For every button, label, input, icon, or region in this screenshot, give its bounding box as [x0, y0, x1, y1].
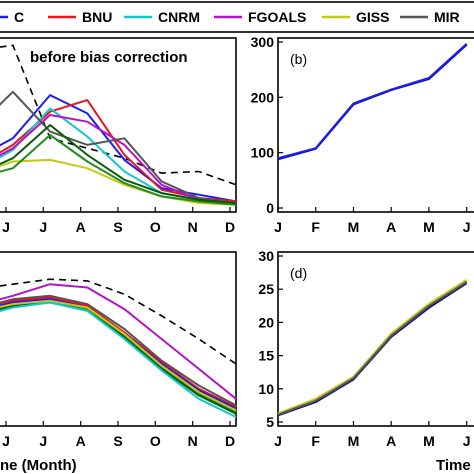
legend-label-c: C: [14, 9, 24, 25]
panel-a-series-c: [0, 94, 237, 203]
panel-b-ytick: 100: [251, 145, 275, 161]
panel-b-xtick: A: [386, 219, 396, 235]
panel-c-xtick: N: [188, 433, 198, 449]
panel-a-series-mir: [0, 90, 237, 206]
panel-a-annotation: before bias correction: [30, 49, 188, 66]
panel-a-xtick: J: [2, 219, 10, 235]
panel-d-ytick: 10: [258, 381, 274, 397]
panel-d-ytick: 25: [258, 281, 274, 297]
panel-c-series-bnu: [0, 296, 237, 408]
panel-c-series-darkgreen: [0, 301, 237, 415]
panel-d-ytick: 30: [258, 248, 274, 264]
panel-a-frame: [0, 37, 237, 213]
panel-d-xtick: M: [348, 433, 360, 449]
panel-d-xtick: J: [463, 433, 471, 449]
panel-c-series-giss: [0, 299, 237, 412]
legend-label-cnrm: CNRM: [158, 9, 200, 25]
panel-a-series-fgoals: [0, 114, 237, 206]
panel-d-xtick: F: [311, 433, 320, 449]
panel-a-xtick: D: [225, 219, 235, 235]
panel-c-series-obs: [0, 278, 237, 365]
panel-b-ytick: 0: [266, 200, 274, 216]
panel-d-ytick: 5: [266, 414, 274, 430]
panel-d-ytick: 15: [258, 348, 274, 364]
legend-label-bnu: BNU: [82, 9, 112, 25]
panel-d-series-mir: [277, 281, 468, 416]
panel-b-xtick: M: [423, 219, 435, 235]
panel-a-series-giss: [0, 158, 237, 206]
panel-a-xtick: O: [150, 219, 161, 235]
legend: C BNU CNRM FGOALS GISS MIR: [0, 1, 474, 33]
panel-d-xlabel: Time: [436, 457, 471, 474]
panel-a-xtick: N: [188, 219, 198, 235]
panel-a-series-green: [0, 134, 237, 206]
panel-c-xtick: S: [113, 433, 122, 449]
panel-c-series-fgoals: [0, 283, 237, 400]
panel-d-xtick: J: [274, 433, 282, 449]
panel-d-label: (d): [290, 265, 307, 281]
panel-c-xtick: O: [150, 433, 161, 449]
panel-b-xtick: M: [348, 219, 360, 235]
panel-c-xlabel: ne (Month): [0, 457, 77, 474]
panel-d-frame: [277, 251, 474, 427]
legend-label-giss: GISS: [356, 9, 389, 25]
panel-d-ytick: 20: [258, 314, 274, 330]
legend-label-mir: MIR: [434, 9, 460, 25]
panel-b-xtick: F: [311, 219, 320, 235]
panel-d-series-darkblue: [277, 282, 468, 417]
panel-c-xtick: J: [2, 433, 10, 449]
panel-c-xtick: D: [225, 433, 235, 449]
panel-d-series-giss: [277, 279, 468, 415]
panel-b-xtick: J: [274, 219, 282, 235]
panel-c-series-mir: [0, 294, 237, 407]
panel-c-frame: [0, 251, 237, 427]
panel-a-xtick: A: [76, 219, 86, 235]
panel-b-ytick: 200: [251, 89, 275, 105]
panel-c-xtick: A: [76, 433, 86, 449]
panel-b-frame: [277, 37, 474, 213]
legend-label-fgoals: FGOALS: [248, 9, 306, 25]
panel-b-label: (b): [290, 51, 307, 67]
panel-a-series-darkgreen: [0, 124, 237, 204]
panel-d-xtick: M: [423, 433, 435, 449]
panel-c-series-cnrm: [0, 301, 237, 418]
panel-b-xtick: J: [463, 219, 471, 235]
panel-b-series-c: [277, 42, 468, 160]
panel-c-xtick: J: [39, 433, 47, 449]
panel-a-xtick: J: [39, 219, 47, 235]
panel-d-xtick: A: [386, 433, 396, 449]
panel-a-xtick: S: [113, 219, 122, 235]
panel-b-ytick: 300: [251, 34, 275, 50]
